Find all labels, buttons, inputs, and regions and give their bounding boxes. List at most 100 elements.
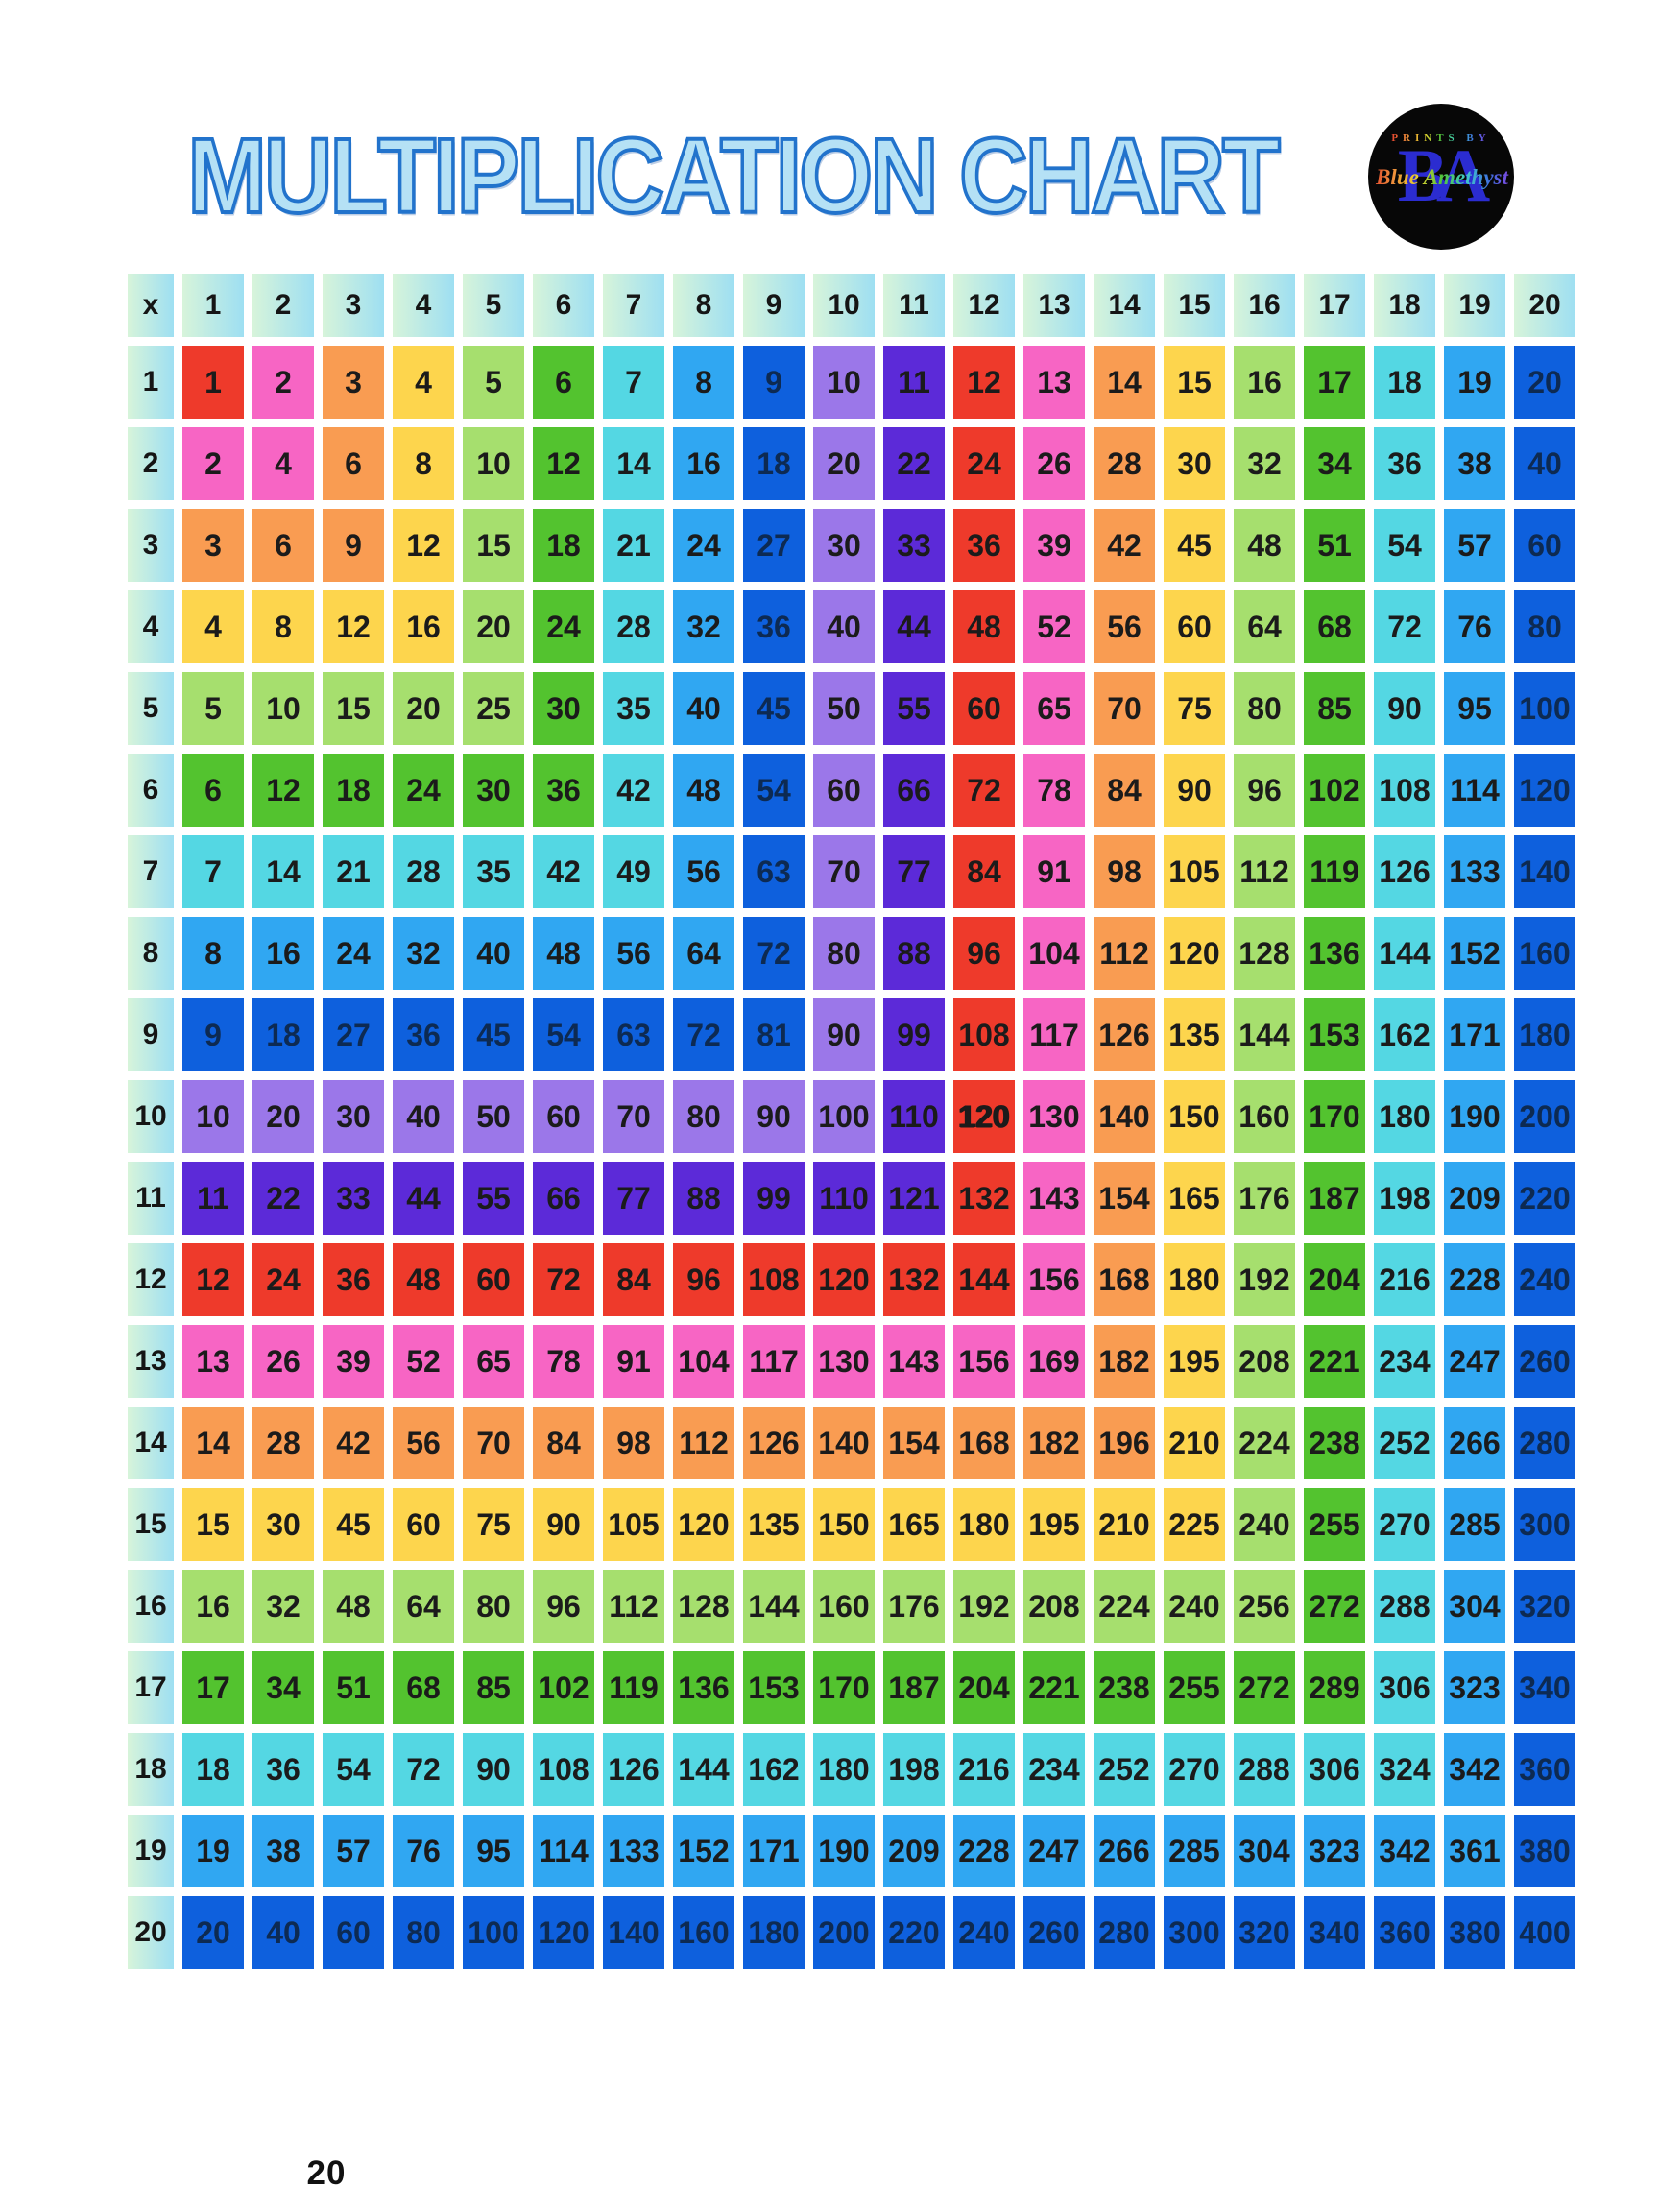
- product-cell: 18: [323, 754, 384, 827]
- product-cell: 12: [953, 346, 1015, 419]
- product-cell: 133: [603, 1815, 664, 1887]
- column-header-cell: 12: [953, 274, 1015, 337]
- product-cell: 9: [323, 509, 384, 582]
- product-cell: 48: [673, 754, 734, 827]
- product-cell: 340: [1304, 1896, 1365, 1969]
- product-cell: 132: [883, 1243, 945, 1316]
- column-header-cell: 3: [323, 274, 384, 337]
- product-cell: 45: [463, 998, 524, 1071]
- product-cell: 126: [603, 1733, 664, 1806]
- product-cell: 60: [813, 754, 875, 827]
- product-cell: 5: [182, 672, 244, 745]
- product-cell: 15: [182, 1488, 244, 1561]
- product-cell: 28: [603, 590, 664, 663]
- product-cell: 45: [743, 672, 805, 745]
- product-cell: 20: [1514, 346, 1575, 419]
- product-cell: 54: [1374, 509, 1435, 582]
- product-cell: 121: [883, 1162, 945, 1235]
- product-cell: 99: [883, 998, 945, 1071]
- product-cell: 72: [533, 1243, 594, 1316]
- product-cell: 44: [393, 1162, 454, 1235]
- product-cell: 88: [883, 917, 945, 990]
- product-cell: 140: [1094, 1080, 1155, 1153]
- product-cell: 35: [463, 835, 524, 908]
- product-cell: 10: [252, 672, 314, 745]
- product-cell: 33: [323, 1162, 384, 1235]
- product-cell: 170: [813, 1651, 875, 1724]
- product-cell: 8: [252, 590, 314, 663]
- row-header-cell: 16: [128, 1570, 174, 1643]
- product-cell: 400: [1514, 1896, 1575, 1969]
- row-header-cell: 10: [128, 1080, 174, 1153]
- product-cell: 144: [673, 1733, 734, 1806]
- product-cell: 195: [1023, 1488, 1085, 1561]
- product-cell: 57: [1444, 509, 1505, 582]
- product-cell: 130: [813, 1325, 875, 1398]
- product-cell: 99: [743, 1162, 805, 1235]
- product-cell: 22: [883, 427, 945, 500]
- product-cell: 136: [673, 1651, 734, 1724]
- product-cell: 300: [1164, 1896, 1225, 1969]
- product-cell: 19: [1444, 346, 1505, 419]
- product-cell: 187: [883, 1651, 945, 1724]
- product-cell: 144: [953, 1243, 1015, 1316]
- product-cell: 112: [673, 1407, 734, 1479]
- product-cell: 152: [673, 1815, 734, 1887]
- product-cell: 16: [393, 590, 454, 663]
- product-cell: 95: [463, 1815, 524, 1887]
- product-cell: 234: [1023, 1733, 1085, 1806]
- product-cell: 160: [1234, 1080, 1295, 1153]
- product-cell: 8: [673, 346, 734, 419]
- product-cell: 104: [673, 1325, 734, 1398]
- product-cell: 272: [1304, 1570, 1365, 1643]
- product-cell: 18: [533, 509, 594, 582]
- product-cell: 361: [1444, 1815, 1505, 1887]
- product-cell: 108: [1374, 754, 1435, 827]
- product-cell: 38: [1444, 427, 1505, 500]
- product-cell: 304: [1234, 1815, 1295, 1887]
- column-header-cell: 16: [1234, 274, 1295, 337]
- product-cell: 36: [393, 998, 454, 1071]
- product-cell: 198: [883, 1733, 945, 1806]
- product-cell: 20: [252, 1080, 314, 1153]
- product-cell: 162: [1374, 998, 1435, 1071]
- product-cell: 135: [743, 1488, 805, 1561]
- product-cell: 45: [1164, 509, 1225, 582]
- product-cell: 90: [813, 998, 875, 1071]
- row-header-cell: 4: [128, 590, 174, 663]
- product-cell: 16: [673, 427, 734, 500]
- product-cell: 144: [1374, 917, 1435, 990]
- product-cell: 240: [953, 1896, 1015, 1969]
- product-cell: 117: [743, 1325, 805, 1398]
- product-cell: 4: [252, 427, 314, 500]
- product-cell: 15: [323, 672, 384, 745]
- product-cell: 39: [1023, 509, 1085, 582]
- product-cell: 91: [1023, 835, 1085, 908]
- product-cell: 90: [533, 1488, 594, 1561]
- product-cell: 180: [1514, 998, 1575, 1071]
- product-cell: 30: [813, 509, 875, 582]
- product-cell: 140: [603, 1896, 664, 1969]
- product-cell: 27: [743, 509, 805, 582]
- product-cell: 76: [1444, 590, 1505, 663]
- product-cell: 51: [323, 1651, 384, 1724]
- product-cell: 90: [743, 1080, 805, 1153]
- product-cell: 209: [1444, 1162, 1505, 1235]
- product-cell: 54: [743, 754, 805, 827]
- product-cell: 65: [1023, 672, 1085, 745]
- product-cell: 45: [323, 1488, 384, 1561]
- logo-prints-by-text: PRINTS BY: [1391, 132, 1491, 144]
- product-cell: 90: [1164, 754, 1225, 827]
- product-cell: 128: [673, 1570, 734, 1643]
- product-cell: 162: [743, 1733, 805, 1806]
- product-cell: 84: [603, 1243, 664, 1316]
- product-cell: 34: [1304, 427, 1365, 500]
- product-cell: 50: [813, 672, 875, 745]
- column-header-cell: 7: [603, 274, 664, 337]
- product-cell: 56: [673, 835, 734, 908]
- product-cell: 38: [252, 1815, 314, 1887]
- product-cell: 48: [953, 590, 1015, 663]
- product-cell: 70: [813, 835, 875, 908]
- product-cell: 24: [953, 427, 1015, 500]
